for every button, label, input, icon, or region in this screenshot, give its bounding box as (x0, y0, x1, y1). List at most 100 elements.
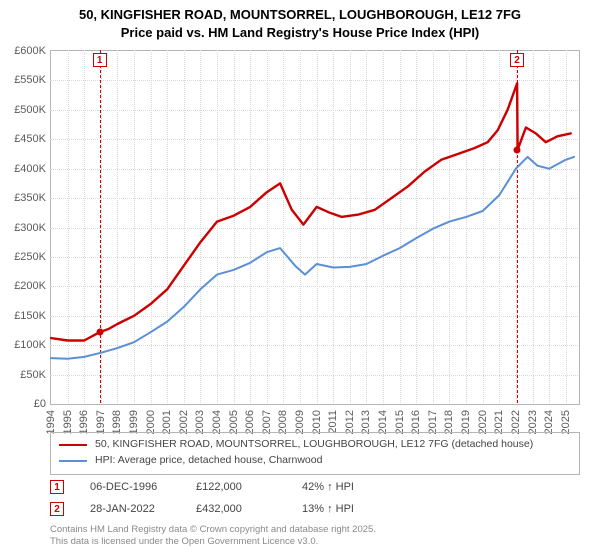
gridline-v (333, 50, 334, 403)
gridline-v (184, 50, 185, 403)
x-tick-label: 2021 (493, 410, 505, 434)
x-tick-label: 2022 (510, 410, 522, 434)
event-date: 06-DEC-1996 (90, 481, 170, 493)
y-tick-label: £450K (0, 133, 46, 145)
gridline-v (317, 50, 318, 403)
x-tick-label: 2004 (211, 410, 223, 434)
x-tick-label: 2006 (244, 410, 256, 434)
gridline-v (234, 50, 235, 403)
legend: 50, KINGFISHER ROAD, MOUNTSORREL, LOUGHB… (50, 432, 580, 475)
gridline-v (449, 50, 450, 403)
gridline-v (466, 50, 467, 403)
gridline-v (217, 50, 218, 403)
event-marker-line (100, 50, 101, 403)
footer-line: This data is licensed under the Open Gov… (50, 536, 580, 548)
gridline-v (533, 50, 534, 403)
gridline-v (383, 50, 384, 403)
y-tick-label: £150K (0, 310, 46, 322)
y-tick-label: £300K (0, 222, 46, 234)
footer-line: Contains HM Land Registry data © Crown c… (50, 524, 580, 536)
event-badge: 2 (50, 502, 64, 516)
x-tick-label: 2003 (194, 410, 206, 434)
x-tick-label: 2025 (560, 410, 572, 434)
event-marker-line (517, 50, 518, 403)
x-tick-label: 1994 (45, 410, 57, 434)
x-tick-label: 2007 (261, 410, 273, 434)
title-subtitle: Price paid vs. HM Land Registry's House … (10, 24, 590, 42)
x-tick-label: 2012 (344, 410, 356, 434)
y-tick-label: £550K (0, 74, 46, 86)
chart-container: 50, KINGFISHER ROAD, MOUNTSORREL, LOUGHB… (0, 0, 600, 560)
gridline-v (433, 50, 434, 403)
event-marker-badge: 2 (510, 53, 524, 67)
event-marker-badge: 1 (93, 53, 107, 67)
x-tick-label: 2019 (460, 410, 472, 434)
x-tick-label: 2016 (410, 410, 422, 434)
y-tick-label: £400K (0, 163, 46, 175)
chart-area: £0£50K£100K£150K£200K£250K£300K£350K£400… (50, 50, 580, 405)
y-tick-label: £50K (0, 369, 46, 381)
gridline-v (549, 50, 550, 403)
gridline-v (101, 50, 102, 403)
gridline-v (134, 50, 135, 403)
x-tick-label: 1997 (95, 410, 107, 434)
gridline-v (283, 50, 284, 403)
x-tick-label: 1996 (78, 410, 90, 434)
event-badge: 1 (50, 480, 64, 494)
x-tick-label: 1995 (62, 410, 74, 434)
y-tick-label: £200K (0, 280, 46, 292)
gridline-v (84, 50, 85, 403)
x-tick-label: 2001 (161, 410, 173, 434)
y-tick-label: £0 (0, 398, 46, 410)
x-tick-label: 2023 (527, 410, 539, 434)
legend-item: 50, KINGFISHER ROAD, MOUNTSORREL, LOUGHB… (59, 437, 571, 453)
event-date: 28-JAN-2022 (90, 503, 170, 515)
gridline-v (167, 50, 168, 403)
gridline-v (250, 50, 251, 403)
x-tick-label: 2010 (311, 410, 323, 434)
x-tick-label: 2008 (277, 410, 289, 434)
gridline-v (200, 50, 201, 403)
gridline-v (117, 50, 118, 403)
x-tick-label: 2005 (228, 410, 240, 434)
events-table: 1 06-DEC-1996 £122,000 42% ↑ HPI 2 28-JA… (50, 476, 580, 520)
legend-swatch (59, 460, 87, 462)
gridline-v (566, 50, 567, 403)
x-tick-label: 2002 (178, 410, 190, 434)
event-row: 1 06-DEC-1996 £122,000 42% ↑ HPI (50, 476, 580, 498)
gridline-v (151, 50, 152, 403)
x-tick-label: 2017 (427, 410, 439, 434)
event-delta: 13% ↑ HPI (302, 503, 382, 515)
x-tick-label: 1999 (128, 410, 140, 434)
legend-item: HPI: Average price, detached house, Char… (59, 453, 571, 469)
x-tick-label: 1998 (111, 410, 123, 434)
event-delta: 42% ↑ HPI (302, 481, 382, 493)
y-tick-label: £350K (0, 192, 46, 204)
x-tick-label: 2009 (294, 410, 306, 434)
sale-dot (96, 329, 103, 336)
x-tick-label: 2011 (327, 410, 339, 434)
x-tick-label: 2014 (377, 410, 389, 434)
gridline-v (68, 50, 69, 403)
x-tick-label: 2013 (360, 410, 372, 434)
sale-dot (514, 146, 521, 153)
y-tick-label: £100K (0, 339, 46, 351)
gridline-v (350, 50, 351, 403)
event-row: 2 28-JAN-2022 £432,000 13% ↑ HPI (50, 498, 580, 520)
legend-label: HPI: Average price, detached house, Char… (95, 453, 322, 469)
gridline-v (267, 50, 268, 403)
legend-label: 50, KINGFISHER ROAD, MOUNTSORREL, LOUGHB… (95, 437, 533, 453)
gridline-v (366, 50, 367, 403)
gridline-v (483, 50, 484, 403)
event-price: £122,000 (196, 481, 276, 493)
y-tick-label: £600K (0, 45, 46, 57)
gridline-v (300, 50, 301, 403)
title-address: 50, KINGFISHER ROAD, MOUNTSORREL, LOUGHB… (10, 6, 590, 24)
legend-swatch (59, 444, 87, 446)
x-tick-label: 2000 (145, 410, 157, 434)
gridline-v (400, 50, 401, 403)
y-tick-label: £250K (0, 251, 46, 263)
x-tick-label: 2015 (394, 410, 406, 434)
gridline-v (416, 50, 417, 403)
attribution-footer: Contains HM Land Registry data © Crown c… (50, 524, 580, 549)
